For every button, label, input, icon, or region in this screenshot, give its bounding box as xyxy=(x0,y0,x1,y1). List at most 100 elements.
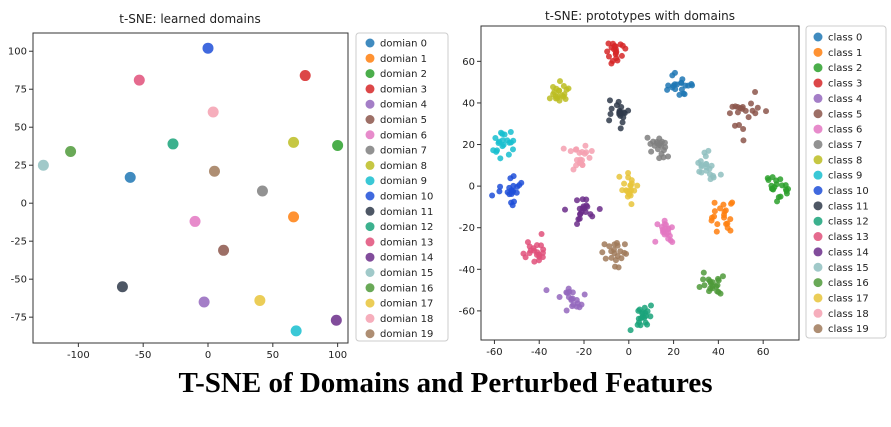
prototype-point xyxy=(569,303,576,310)
domain-point xyxy=(332,139,344,151)
legend-marker xyxy=(365,329,375,339)
prototype-point xyxy=(714,288,721,295)
prototype-point xyxy=(489,192,496,199)
prototype-point xyxy=(626,190,633,197)
prototype-point xyxy=(614,57,621,64)
prototype-point xyxy=(569,289,576,296)
prototype-point xyxy=(642,312,649,319)
domain-point xyxy=(116,281,128,293)
prototype-point xyxy=(507,129,514,136)
prototype-point xyxy=(665,229,672,236)
prototype-point xyxy=(627,327,634,334)
domain-point xyxy=(288,211,300,223)
cluster xyxy=(520,230,547,265)
prototype-point xyxy=(518,179,525,186)
prototype-point xyxy=(567,148,574,155)
prototype-point xyxy=(709,282,716,289)
legend-label: domian 18 xyxy=(380,314,433,325)
legend-label: class 8 xyxy=(828,155,862,166)
right-legend-box xyxy=(805,25,887,339)
domain-point xyxy=(202,42,214,54)
domain-point xyxy=(198,296,210,308)
right-y-tick-label: -20 xyxy=(459,223,475,234)
legend-marker xyxy=(365,191,375,201)
right-x-tick-label: 60 xyxy=(757,347,770,358)
prototype-point xyxy=(570,166,577,173)
left-legend-box xyxy=(355,32,449,342)
domain-point xyxy=(330,314,342,326)
legend-marker xyxy=(813,324,823,334)
prototype-point xyxy=(506,139,513,146)
prototype-point xyxy=(608,105,615,112)
prototype-point xyxy=(574,197,581,204)
legend-marker xyxy=(813,109,823,119)
prototype-point xyxy=(634,321,641,328)
prototype-point xyxy=(617,125,624,132)
domain-point xyxy=(124,171,136,183)
legend-label: domian 11 xyxy=(380,207,433,218)
legend-marker xyxy=(365,283,375,293)
prototype-point xyxy=(562,206,569,213)
prototype-point xyxy=(556,97,563,104)
prototype-point xyxy=(618,104,625,111)
prototype-point xyxy=(717,205,724,212)
right-points xyxy=(489,40,792,334)
legend-label: class 15 xyxy=(828,263,869,274)
prototype-point xyxy=(783,190,790,197)
prototype-point xyxy=(719,273,726,280)
prototype-point xyxy=(606,97,613,104)
legend-marker xyxy=(365,268,375,277)
prototype-point xyxy=(671,69,678,76)
prototype-point xyxy=(568,297,575,304)
legend-label: domian 19 xyxy=(380,329,433,340)
prototype-point xyxy=(578,301,585,308)
legend-label: class 17 xyxy=(828,293,869,304)
prototype-point xyxy=(612,49,619,56)
prototype-point xyxy=(705,276,712,283)
prototype-point xyxy=(627,182,634,189)
left-x-tick-label: -100 xyxy=(67,350,90,361)
prototype-point xyxy=(775,194,782,201)
prototype-point xyxy=(661,221,668,228)
legend-marker xyxy=(813,93,823,103)
prototype-point xyxy=(606,117,613,124)
prototype-point xyxy=(574,221,581,228)
prototype-point xyxy=(713,228,720,235)
prototype-point xyxy=(740,125,747,132)
legend-marker xyxy=(365,130,375,140)
cluster xyxy=(606,97,632,132)
prototype-point xyxy=(714,275,721,282)
left-y-tick-label: 0 xyxy=(21,199,27,210)
prototype-point xyxy=(617,248,624,255)
legend-label: domian 12 xyxy=(380,222,433,233)
prototype-point xyxy=(706,288,713,295)
prototype-point xyxy=(647,313,654,320)
prototype-point xyxy=(492,134,499,141)
prototype-point xyxy=(641,304,648,311)
prototype-point xyxy=(696,168,703,175)
prototype-point xyxy=(621,241,628,248)
prototype-point xyxy=(754,104,761,111)
prototype-point xyxy=(634,182,641,189)
prototype-point xyxy=(550,83,557,90)
legend-marker xyxy=(365,84,375,94)
legend-label: class 3 xyxy=(828,79,862,90)
left-y-tick-label: -25 xyxy=(11,237,27,248)
domain-point xyxy=(65,146,77,158)
cluster xyxy=(627,302,654,334)
prototype-point xyxy=(734,109,741,116)
prototype-point xyxy=(764,175,771,182)
domain-point xyxy=(189,215,201,227)
cluster xyxy=(616,170,641,208)
legend-marker xyxy=(365,145,375,155)
prototype-point xyxy=(530,245,537,252)
legend-label: domian 14 xyxy=(380,253,433,264)
legend-label: class 2 xyxy=(828,63,862,74)
left-chart: t-SNE: learned domains -100 -50 0 50 100 -75… xyxy=(8,12,449,361)
prototype-point xyxy=(676,91,683,98)
prototype-point xyxy=(777,176,784,183)
prototype-point xyxy=(606,243,613,250)
legend-label: class 6 xyxy=(828,125,862,136)
prototype-point xyxy=(514,183,521,190)
prototype-point xyxy=(509,146,516,153)
